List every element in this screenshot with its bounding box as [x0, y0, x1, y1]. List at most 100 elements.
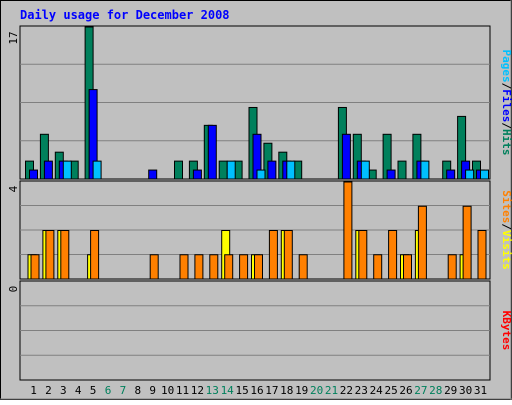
- legend-entry: Pages: [500, 50, 512, 83]
- day-label: 1: [30, 384, 37, 397]
- legend-entry: Sites: [500, 190, 512, 223]
- bar-sites-day-11: [179, 254, 189, 280]
- legend-entry: Hits: [500, 129, 512, 156]
- bar-pages-day-30: [465, 169, 475, 180]
- bar-sites-day-30: [462, 205, 472, 280]
- x-axis-day-labels: 1 2 3 4 5 6 7 8 9 10 11 12 13 14 15 16 17 18 19 20 21 22 23 24 2…: [30, 384, 487, 397]
- day-label: 30: [459, 384, 472, 397]
- day-label: 21: [325, 384, 338, 397]
- bar-pages-day-16: [256, 169, 266, 180]
- day-label: 15: [235, 384, 248, 397]
- day-label: 26: [399, 384, 412, 397]
- bar-files-day-12: [192, 169, 202, 180]
- bar-sites-day-24: [373, 254, 383, 280]
- bar-hits-day-11: [174, 160, 183, 180]
- day-label: 22: [340, 384, 353, 397]
- y-max-label-kbytes: 0: [7, 286, 20, 293]
- day-label: 10: [161, 384, 174, 397]
- day-label: 17: [265, 384, 278, 397]
- bar-sites-day-9: [149, 254, 159, 280]
- legend-entry: KBytes: [500, 311, 512, 351]
- day-label: 23: [355, 384, 368, 397]
- bar-sites-day-27: [417, 205, 427, 280]
- legend-requests: Pages/Files/Hits: [500, 50, 512, 156]
- day-label: 20: [310, 384, 323, 397]
- bar-sites-day-5: [90, 230, 100, 280]
- bar-sites-day-13: [209, 254, 219, 280]
- bar-hits-day-14: [218, 160, 228, 180]
- bar-files-day-25: [386, 169, 396, 180]
- bar-sites-day-18: [283, 230, 293, 280]
- bar-files-day-9: [148, 169, 158, 180]
- bar-sites-day-17: [268, 230, 278, 280]
- bar-pages-day-5: [92, 160, 102, 180]
- legend-entry: /: [500, 83, 512, 90]
- bar-sites-day-2: [45, 230, 55, 280]
- legend-entry: Files: [500, 89, 512, 122]
- legend-entry: /: [500, 122, 512, 129]
- y-max-label-requests: 17: [7, 31, 20, 44]
- bar-sites-day-23: [358, 230, 368, 280]
- day-label: 28: [429, 384, 442, 397]
- bar-sites-day-31: [477, 230, 487, 280]
- day-label: 31: [474, 384, 487, 397]
- day-label: 8: [134, 384, 141, 397]
- day-label: 5: [90, 384, 97, 397]
- day-label: 6: [105, 384, 112, 397]
- day-label: 24: [370, 384, 384, 397]
- day-label: 4: [75, 384, 82, 397]
- day-label: 29: [444, 384, 457, 397]
- bar-sites-day-12: [194, 254, 204, 280]
- day-label: 16: [250, 384, 263, 397]
- chart-title: Daily usage for December 2008: [20, 8, 230, 22]
- series-sites: [30, 181, 487, 280]
- bar-sites-day-19: [298, 254, 308, 280]
- panel-kbytes: 0 KBytes: [7, 280, 512, 381]
- day-label: 7: [120, 384, 127, 397]
- series-pages: [62, 160, 489, 180]
- legend-kbytes: KBytes: [500, 311, 512, 351]
- bar-files-day-22: [341, 133, 351, 180]
- bar-sites-day-26: [403, 254, 412, 280]
- panel-visits: 4 Sites/Visits: [7, 180, 512, 280]
- bar-files-day-1: [29, 169, 38, 180]
- day-label: 18: [280, 384, 293, 397]
- bar-pages-day-3: [62, 160, 72, 180]
- bar-sites-day-1: [30, 254, 40, 280]
- bar-sites-day-25: [388, 230, 398, 280]
- day-label: 11: [176, 384, 189, 397]
- day-label: 27: [414, 384, 427, 397]
- day-label: 13: [206, 384, 219, 397]
- day-label: 9: [149, 384, 156, 397]
- day-label: 2: [45, 384, 52, 397]
- bar-files-day-2: [43, 160, 53, 180]
- bar-sites-day-15: [239, 254, 249, 280]
- bar-pages-day-27: [420, 160, 430, 180]
- bar-files-day-29: [446, 169, 456, 180]
- day-label: 25: [384, 384, 397, 397]
- bar-pages-day-18: [286, 160, 296, 180]
- legend-entry: Visits: [500, 230, 512, 270]
- bar-sites-day-29: [447, 254, 457, 280]
- bar-sites-day-3: [60, 230, 70, 280]
- bar-sites-day-14: [224, 254, 234, 280]
- legend-entry: /: [500, 223, 512, 230]
- bar-sites-day-22: [343, 181, 353, 280]
- day-label: 14: [221, 384, 235, 397]
- bar-hits-day-26: [397, 160, 407, 180]
- bar-sites-day-16: [254, 254, 263, 280]
- bar-pages-day-14: [226, 160, 236, 180]
- day-label: 3: [60, 384, 67, 397]
- bar-files-day-13: [207, 124, 217, 180]
- bar-files-day-17: [267, 160, 277, 180]
- legend-visits: Sites/Visits: [500, 190, 512, 270]
- day-label: 19: [295, 384, 308, 397]
- bar-pages-day-23: [360, 160, 370, 180]
- day-label: 12: [191, 384, 204, 397]
- y-max-label-visits: 4: [7, 185, 20, 192]
- bar-pages-day-31: [480, 169, 489, 180]
